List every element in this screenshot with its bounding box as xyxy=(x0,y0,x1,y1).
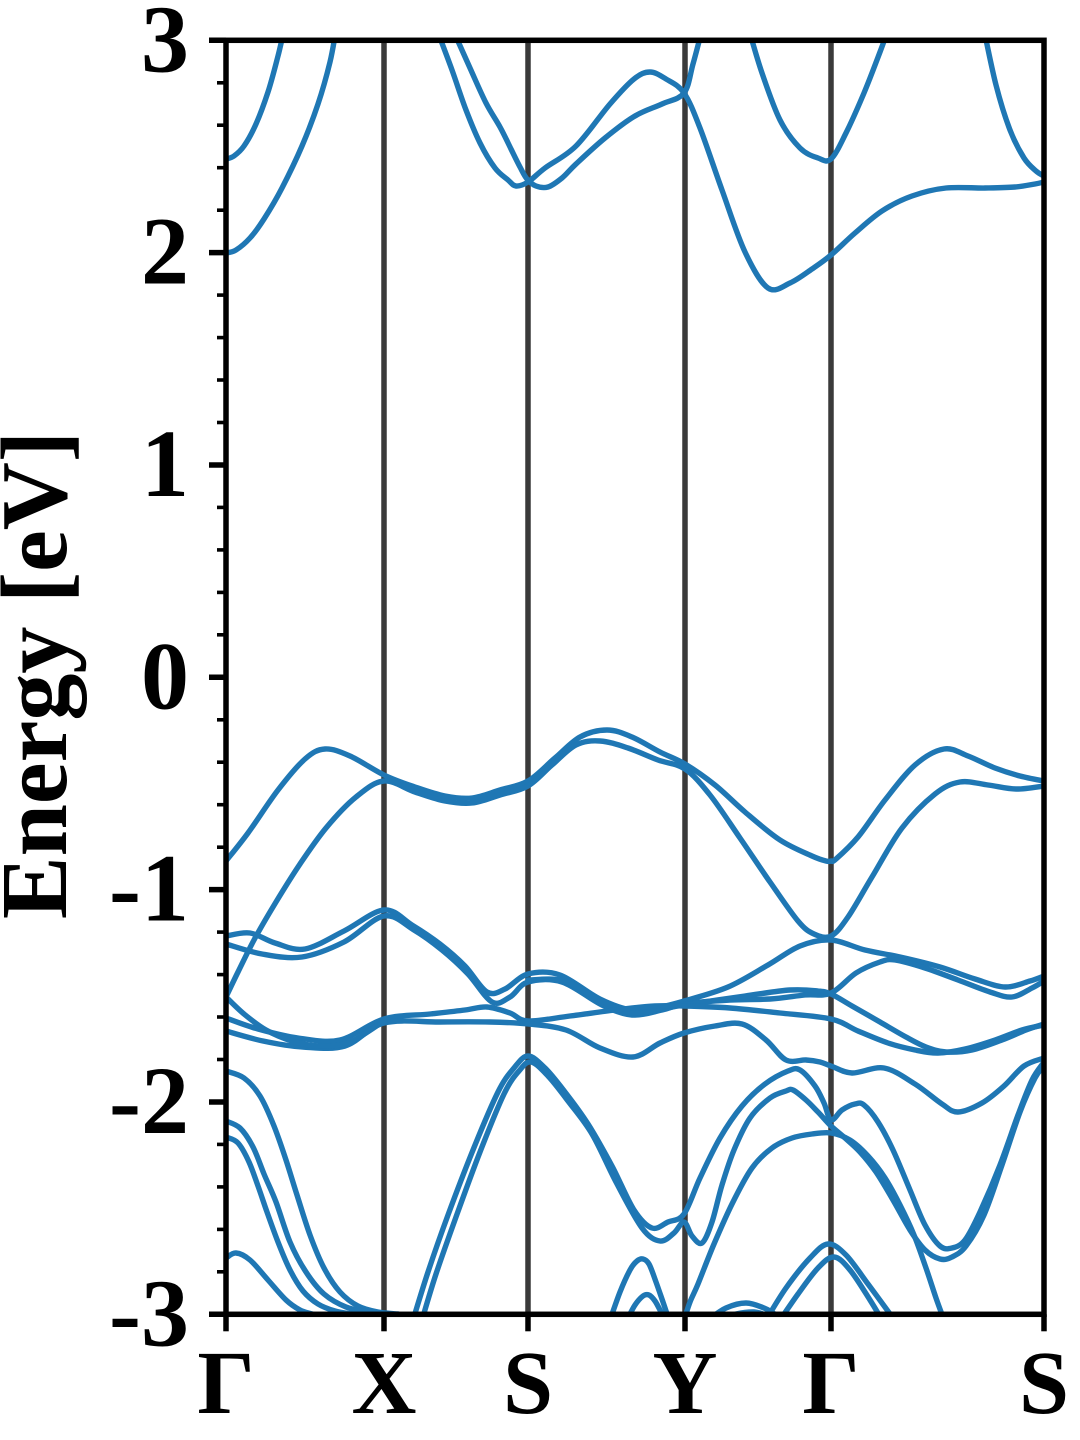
svg-text:X: X xyxy=(352,1334,417,1433)
svg-text:-2: -2 xyxy=(109,1047,189,1154)
svg-text:Y: Y xyxy=(653,1334,718,1433)
svg-text:S: S xyxy=(503,1334,553,1433)
svg-text:-1: -1 xyxy=(109,835,189,942)
svg-text:3: 3 xyxy=(141,0,189,92)
svg-text:Γ: Γ xyxy=(197,1334,254,1433)
svg-text:Energy [eV]: Energy [eV] xyxy=(0,431,87,919)
svg-text:1: 1 xyxy=(141,410,189,517)
svg-text:-3: -3 xyxy=(109,1259,189,1366)
svg-text:0: 0 xyxy=(141,622,189,729)
svg-text:Γ: Γ xyxy=(802,1334,859,1433)
svg-text:S: S xyxy=(1019,1334,1069,1433)
svg-text:2: 2 xyxy=(141,198,189,305)
